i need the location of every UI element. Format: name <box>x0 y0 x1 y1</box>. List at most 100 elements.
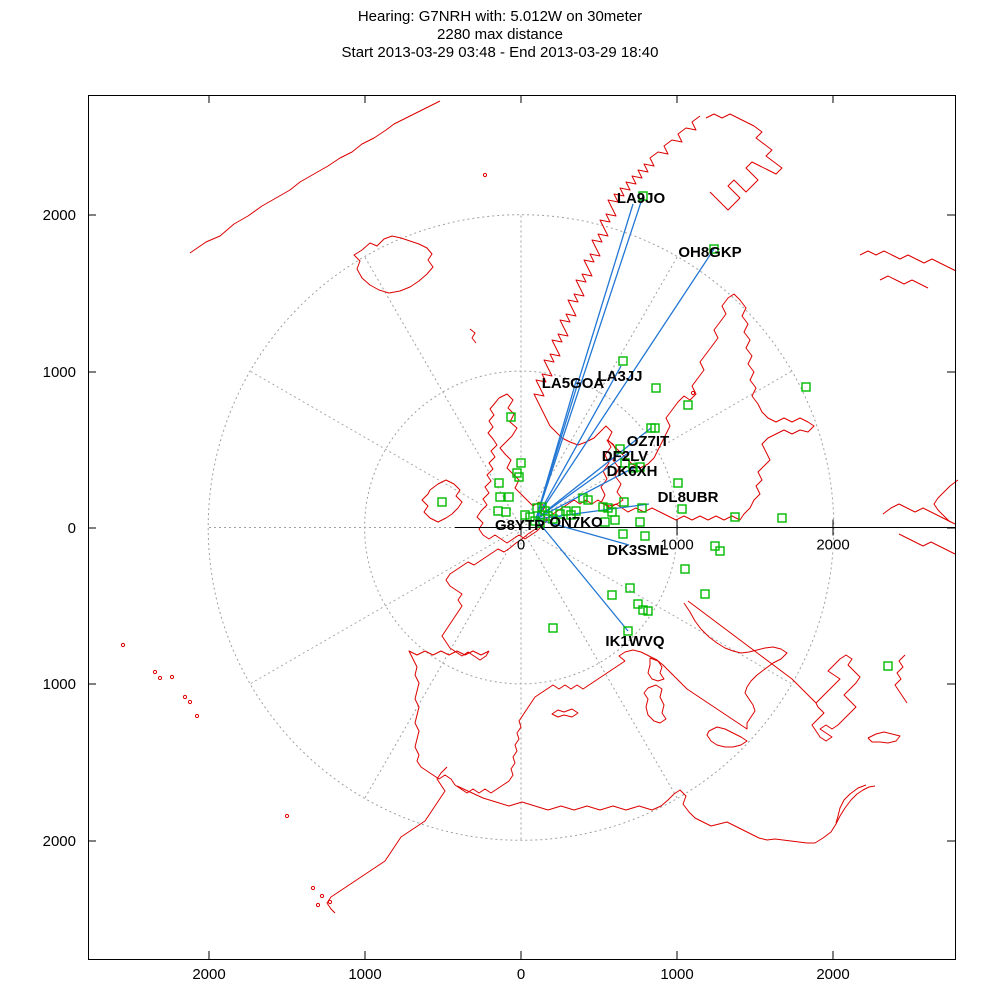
zero-axis-tick-label: 1000 <box>660 537 693 554</box>
station-label-LA5GOA: LA5GOA <box>542 375 605 392</box>
coastline <box>647 657 665 682</box>
spot-square <box>683 400 693 410</box>
island-dot <box>182 694 188 700</box>
station-square-LA9JO <box>638 191 648 201</box>
spot-square <box>620 458 630 468</box>
spot-square <box>543 511 553 521</box>
zero-axis-tick-label: 0 <box>517 537 525 554</box>
coastline <box>867 731 901 744</box>
coastline <box>894 654 908 704</box>
y-axis-tick-label: 2000 <box>43 207 76 224</box>
station-label-LA3JJ: LA3JJ <box>597 368 642 385</box>
spot-square <box>635 517 645 527</box>
spot-square <box>638 605 648 615</box>
spot-square <box>607 590 617 600</box>
coastline <box>898 533 956 555</box>
coastline <box>189 100 441 254</box>
spot-square <box>651 383 661 393</box>
coastline <box>811 654 861 742</box>
grid-radial-210deg <box>249 370 522 528</box>
coastline <box>859 250 957 272</box>
propagation-spoke <box>535 450 632 520</box>
spot-square <box>600 517 610 527</box>
y-axis-tick-label: 2000 <box>43 833 76 850</box>
spot-square <box>540 506 550 516</box>
spot-square <box>677 504 687 514</box>
coastline <box>706 726 748 748</box>
coastline <box>421 479 463 523</box>
coastline <box>544 499 741 521</box>
station-label-DF2LV: DF2LV <box>602 448 648 465</box>
island-dot <box>169 674 175 680</box>
propagation-spoke <box>535 427 652 520</box>
spot-square <box>625 583 635 593</box>
coastline <box>551 708 579 718</box>
coastline <box>933 479 959 523</box>
station-label-DK3SML: DK3SML <box>607 542 669 559</box>
propagation-spoke <box>535 518 629 632</box>
coastline <box>705 113 783 211</box>
y-axis-tick-label: 0 <box>68 520 76 537</box>
station-square-IK1WVQ <box>623 626 633 636</box>
coastline <box>456 785 815 844</box>
spot-square <box>516 458 526 468</box>
plot-title-line2: 2280 max distance <box>437 26 563 43</box>
spot-square <box>578 493 588 503</box>
spot-square <box>615 444 625 454</box>
island-dot <box>187 699 193 705</box>
plot-title-line3: Start 2013-03-29 03:48 - End 2013-03-29 … <box>341 44 659 61</box>
station-label-DL8UBR: DL8UBR <box>658 489 719 506</box>
spot-square <box>530 516 540 526</box>
x-axis-tick-label: 1000 <box>348 966 381 983</box>
island-dot <box>319 893 325 899</box>
propagation-spoke <box>535 195 644 520</box>
spot-square <box>635 462 645 472</box>
island-dot <box>315 902 321 908</box>
coastline <box>441 519 549 661</box>
spot-square <box>628 463 638 473</box>
spot-square <box>618 529 628 539</box>
station-label-IK1WVQ: IK1WVQ <box>605 633 665 650</box>
x-axis-tick-label: 2000 <box>816 966 849 983</box>
island-dot <box>327 899 333 905</box>
coastline <box>533 115 815 521</box>
spot-square <box>494 478 504 488</box>
y-axis-tick-label: 1000 <box>43 676 76 693</box>
station-label-OZ7IT: OZ7IT <box>627 433 670 450</box>
coastline <box>326 766 448 914</box>
zero-axis-tick-label: 2000 <box>816 537 849 554</box>
station-label-LA9JO: LA9JO <box>617 190 666 207</box>
spot-square <box>437 497 447 507</box>
spot-square <box>504 492 514 502</box>
coastline <box>618 602 788 730</box>
spot-square <box>548 623 558 633</box>
x-axis-tick-label: 1000 <box>660 966 693 983</box>
spot-square <box>637 503 647 513</box>
grid-radial-330deg <box>520 370 793 528</box>
y-axis-tick-label: 1000 <box>43 364 76 381</box>
coastline <box>879 275 929 289</box>
spot-square <box>710 541 720 551</box>
spot-square <box>730 512 740 522</box>
spot-square <box>598 502 608 512</box>
grid-radial-150deg <box>249 527 522 685</box>
spot-square <box>680 564 690 574</box>
station-label-DK6XH: DK6XH <box>607 463 658 480</box>
spot-square <box>715 546 725 556</box>
island-dot <box>690 390 696 396</box>
coastline <box>643 684 667 724</box>
spot-square <box>673 478 683 488</box>
grid-radial-300deg <box>520 256 678 528</box>
spot-square <box>777 513 787 523</box>
propagation-spoke <box>535 465 638 520</box>
island-dot <box>310 885 316 891</box>
coastline <box>408 650 626 794</box>
coastline <box>476 393 548 544</box>
coastline <box>687 600 817 704</box>
spot-square <box>610 515 620 525</box>
spot-square <box>501 507 511 517</box>
island-dot <box>152 669 158 675</box>
propagation-spoke <box>535 248 715 520</box>
station-square-OH8GKP <box>709 244 719 254</box>
